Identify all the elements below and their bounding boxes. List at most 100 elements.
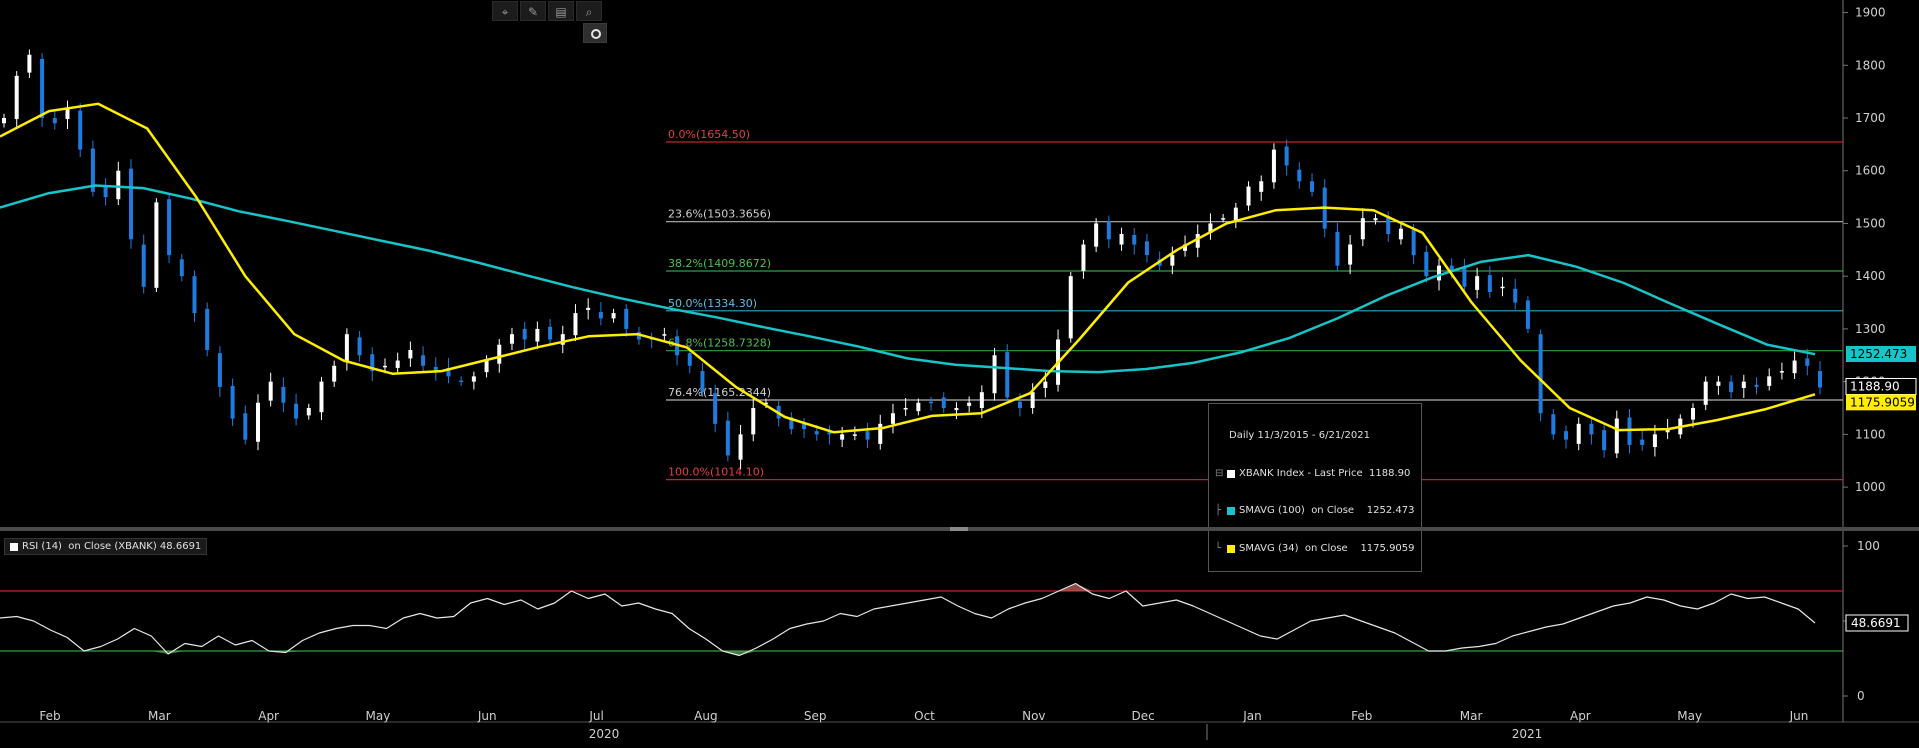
candle-body [255, 402, 260, 442]
fib-level-label: 38.2%(1409.8672) [668, 257, 771, 270]
price-tag-box [1846, 345, 1916, 362]
zoom-icon[interactable]: ⌕ [576, 1, 602, 21]
candle-body [1424, 251, 1429, 277]
candle-body [65, 107, 70, 120]
x-tick-label: Mar [1460, 709, 1483, 723]
candle-body [1348, 244, 1353, 265]
candle-body [1183, 244, 1188, 251]
candle-body [1081, 244, 1086, 271]
candle-body [294, 403, 299, 419]
candle-body [1741, 381, 1746, 388]
price-swatch [1227, 469, 1235, 478]
candle-body [1525, 300, 1530, 329]
candle-body [827, 432, 832, 435]
x-tick-label: Apr [258, 709, 279, 723]
candle-body [1792, 360, 1797, 374]
pane-resize-handle[interactable] [950, 527, 968, 531]
candle-body [662, 334, 667, 336]
legend-item-price[interactable]: ⊟ XBANK Index - Last Price 1188.90 [1215, 468, 1415, 481]
price-legend: Daily 11/3/2015 - 6/21/2021 ⊟ XBANK Inde… [1208, 403, 1422, 572]
crosshair-icon[interactable]: ⌖ [492, 1, 518, 21]
year-label: 2021 [1512, 727, 1543, 741]
candle-body [1017, 401, 1022, 408]
candle-body [281, 386, 286, 403]
candle-body [687, 353, 692, 366]
x-tick-label: Oct [914, 709, 935, 723]
pencil-icon[interactable]: ✎ [520, 1, 546, 21]
fib-level-label: 50.0%(1334.30) [668, 297, 757, 310]
candle-body [1513, 288, 1518, 303]
candle-body [1767, 376, 1772, 386]
candle-body [167, 199, 172, 256]
legend-item-sma34[interactable]: └ SMAVG (34) on Close 1175.9059 [1215, 542, 1415, 554]
price-tag-label: 1252.473 [1850, 347, 1907, 361]
candle-body [14, 75, 19, 120]
candle-body [433, 366, 438, 372]
x-tick-label: Jun [1789, 709, 1809, 723]
candle-body [395, 360, 400, 368]
legend-item-value: 1188.90 [1369, 467, 1411, 479]
candle-body [1208, 223, 1213, 233]
y-tick-label: 1400 [1855, 269, 1886, 283]
candle-body [903, 408, 908, 410]
candle-body [103, 186, 108, 198]
candle-body [141, 244, 146, 287]
candle-body [1170, 255, 1175, 266]
y-tick-label: 1900 [1855, 6, 1886, 20]
candle-body [1132, 235, 1137, 245]
candle-body [78, 110, 83, 150]
candle-body [865, 431, 870, 440]
candle-body [192, 276, 197, 314]
candle-body [1284, 146, 1289, 166]
x-tick-label: Apr [1570, 709, 1591, 723]
candle-body [459, 380, 464, 383]
candle-body [1665, 429, 1670, 433]
candle-body [2, 118, 6, 124]
candle-body [713, 393, 718, 424]
rsi-swatch [10, 542, 18, 551]
candle-body [497, 344, 502, 364]
candle-body [954, 408, 959, 411]
tree-collapse-icon[interactable]: ⊟ [1215, 467, 1224, 479]
record-icon[interactable] [583, 23, 607, 43]
candle-body [1043, 381, 1048, 388]
candle-body [763, 402, 768, 405]
candle-body [611, 313, 616, 319]
candle-body [878, 423, 883, 444]
candle-body [1030, 392, 1035, 408]
candle-body [1818, 371, 1822, 388]
x-tick-label: Jan [1242, 709, 1262, 723]
candle-body [700, 371, 705, 393]
candle-body [548, 326, 553, 340]
x-tick-label: Mar [148, 709, 171, 723]
candle-body [27, 54, 32, 73]
legend-item-sma100[interactable]: ├ SMAVG (100) on Close 1252.473 [1215, 505, 1415, 516]
rsi-legend[interactable]: RSI (14) on Close (XBANK) 48.6691 [4, 538, 208, 555]
x-tick-label: May [1677, 709, 1702, 723]
candle-body [586, 307, 591, 310]
candle-body [522, 328, 527, 340]
fib-level-label: 100.0%(1014.10) [668, 466, 764, 479]
sma100-swatch [1227, 507, 1235, 516]
candle-body [116, 170, 121, 200]
y-tick-label: 1300 [1855, 322, 1886, 336]
candle-body [509, 334, 514, 344]
y-tick-label: 1700 [1855, 111, 1886, 125]
candle-body [1729, 381, 1734, 393]
candle-body [535, 328, 540, 342]
candle-body [1335, 231, 1340, 266]
rsi-oversold-fill [739, 651, 757, 656]
candle-body [560, 334, 565, 345]
candle-body [1373, 218, 1378, 221]
candle-body [1551, 414, 1556, 435]
y-tick-label: 1500 [1855, 216, 1886, 230]
candle-body [205, 308, 210, 350]
candle-body [484, 360, 489, 373]
candle-body [1221, 218, 1226, 220]
table-icon[interactable]: ▤ [548, 1, 574, 21]
candle-body [1005, 352, 1010, 398]
legend-item-value: 1175.9059 [1360, 542, 1415, 554]
sma34-line [0, 102, 1816, 434]
